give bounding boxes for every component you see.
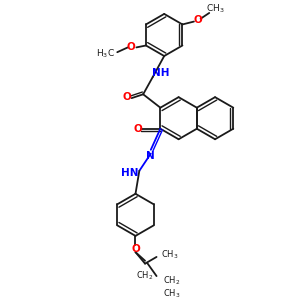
Text: HN: HN (121, 168, 139, 178)
Text: O: O (194, 15, 202, 25)
Text: NH: NH (152, 68, 169, 78)
Text: O: O (126, 42, 135, 52)
Text: O: O (133, 124, 142, 134)
Text: CH$_2$: CH$_2$ (136, 269, 154, 282)
Text: CH$_3$: CH$_3$ (161, 249, 179, 261)
Text: N: N (146, 152, 155, 161)
Text: O: O (122, 92, 131, 102)
Text: CH$_3$: CH$_3$ (206, 3, 224, 15)
Text: CH$_3$: CH$_3$ (163, 287, 181, 299)
Text: H$_3$C: H$_3$C (96, 48, 115, 60)
Text: O: O (131, 244, 140, 254)
Text: CH$_2$: CH$_2$ (163, 274, 181, 287)
